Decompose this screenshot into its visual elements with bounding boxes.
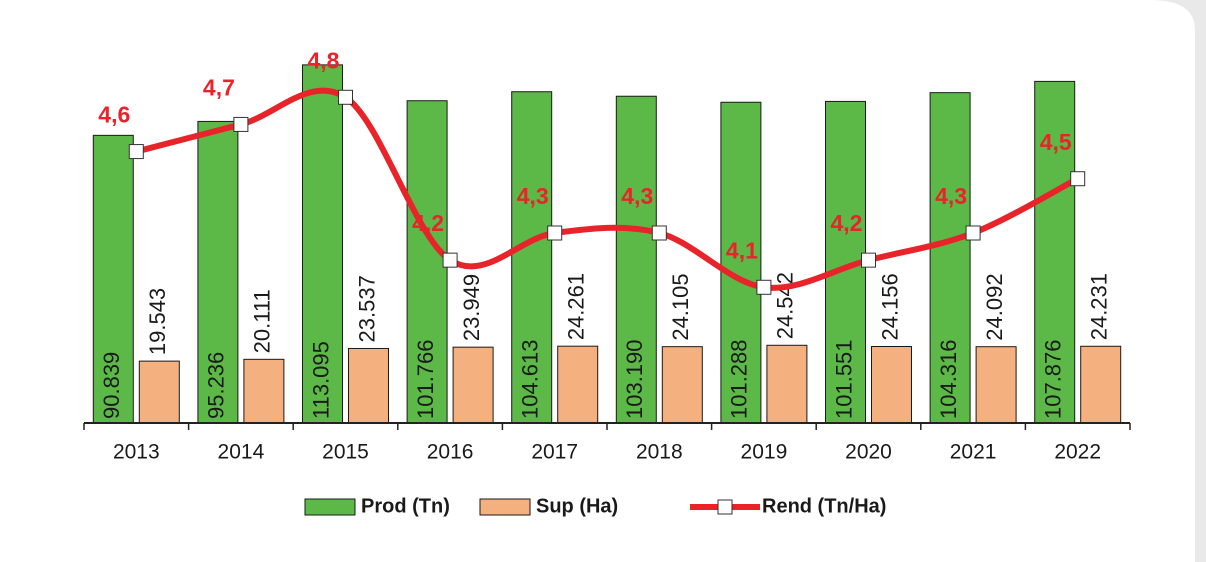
bar [348, 347, 389, 424]
line-marker [1070, 171, 1086, 187]
bar-value-label: 24.092 [982, 273, 1007, 340]
line-value-label: 4,3 [621, 183, 653, 209]
x-tick-label: 2014 [218, 441, 265, 464]
bar [243, 358, 285, 424]
line-value-label: 4,8 [308, 47, 340, 73]
line-marker [338, 89, 353, 105]
legend-label: Rend (Tn/Ha) [762, 495, 886, 517]
legend-swatch [479, 498, 531, 516]
line-marker [233, 116, 249, 132]
line-marker [547, 225, 563, 241]
bar-value-label: 24.156 [877, 273, 902, 340]
legend-label: Prod (Tn) [361, 495, 450, 517]
line-value-label: 4,3 [935, 183, 967, 209]
bar [302, 64, 343, 424]
line-value-label: 4,6 [98, 102, 130, 128]
bar [197, 120, 239, 424]
x-tick-label: 2016 [427, 441, 474, 464]
bar-value-label: 24.542 [773, 272, 798, 339]
bar [1034, 80, 1076, 424]
line-marker [756, 279, 772, 295]
bar [975, 346, 1017, 424]
x-tick-label: 2020 [845, 441, 892, 464]
legend-marker [717, 499, 733, 515]
line-marker [965, 225, 981, 241]
bar-value-label: 24.231 [1087, 273, 1112, 340]
bar [92, 134, 134, 424]
legend-label: Sup (Ha) [536, 495, 618, 517]
line-value-label: 4,2 [831, 210, 863, 236]
line-marker [651, 225, 667, 241]
line-marker [128, 144, 144, 160]
x-tick-label: 2021 [950, 441, 997, 464]
line-value-label: 4,3 [517, 183, 549, 209]
bar-value-label: 101.288 [727, 339, 752, 419]
x-tick-label: 2019 [741, 441, 788, 464]
bar [452, 346, 494, 424]
bar-value-label: 113.095 [308, 341, 333, 419]
bar-value-label: 103.190 [622, 339, 647, 419]
bar [615, 95, 657, 424]
bar-value-label: 104.316 [936, 339, 961, 419]
line-marker [442, 252, 458, 268]
bar-value-label: 24.105 [668, 273, 693, 340]
x-tick-label: 2015 [322, 441, 369, 464]
line-value-label: 4,7 [203, 75, 235, 101]
x-tick-label: 2017 [531, 441, 578, 464]
bar-value-label: 19.543 [145, 288, 170, 355]
bar-value-label: 23.537 [354, 275, 379, 342]
x-tick-label: 2013 [113, 441, 160, 464]
bar-value-label: 95.236 [204, 352, 229, 419]
line-marker [861, 252, 876, 268]
bar-value-label: 24.261 [564, 273, 589, 340]
bar [766, 344, 808, 424]
bar [138, 360, 180, 424]
bar [661, 346, 703, 424]
bar [406, 100, 448, 424]
line [135, 87, 1080, 291]
line-value-label: 4,5 [1040, 129, 1072, 155]
line-value-label: 4,2 [412, 210, 444, 236]
bar-value-label: 107.876 [1041, 339, 1066, 419]
x-tick-label: 2022 [1054, 441, 1101, 464]
bar-value-label: 90.839 [99, 352, 124, 419]
line-value-label: 4,1 [726, 237, 758, 263]
bar [871, 346, 912, 424]
bar-value-label: 101.766 [413, 339, 438, 419]
bar-value-label: 23.949 [459, 274, 484, 341]
bar [557, 345, 599, 424]
bar-value-label: 104.613 [518, 339, 543, 419]
bar-value-label: 20.111 [250, 289, 275, 353]
bar [1080, 345, 1122, 424]
bar-value-label: 101.551 [831, 339, 856, 419]
legend-swatch [304, 498, 356, 516]
x-tick-label: 2018 [636, 441, 683, 464]
